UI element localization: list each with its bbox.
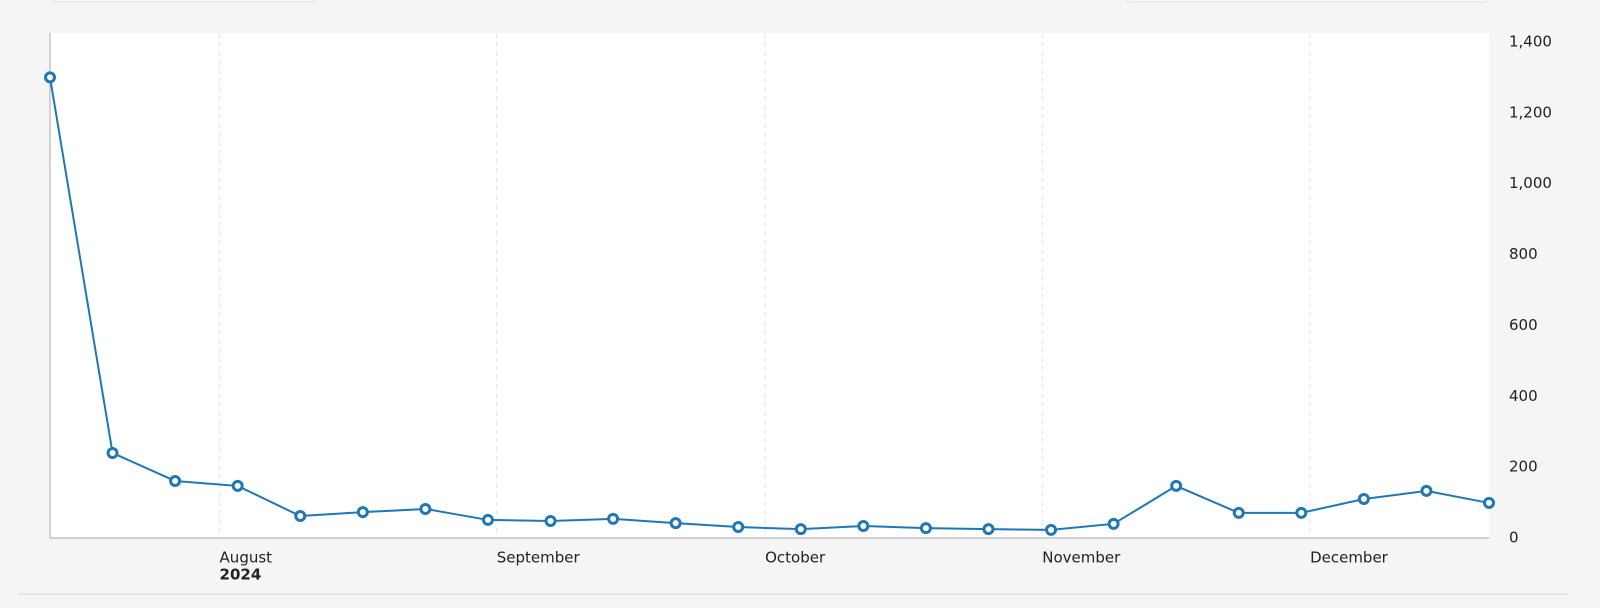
data-point — [1170, 479, 1183, 492]
x-tick-label: August — [220, 549, 273, 567]
data-point — [1483, 496, 1495, 509]
data-point — [294, 510, 307, 523]
x-tick-label: October — [765, 549, 826, 567]
data-point — [1420, 484, 1433, 497]
x-year-label: 2024 — [220, 566, 262, 584]
data-point — [1232, 506, 1245, 519]
data-point — [231, 479, 244, 492]
y-tick-label: 0 — [1509, 529, 1519, 547]
data-point — [1107, 517, 1120, 530]
data-point — [169, 474, 182, 487]
y-tick-label: 1,000 — [1509, 174, 1552, 192]
data-point — [982, 523, 995, 536]
data-point — [732, 521, 745, 534]
data-point — [1295, 506, 1308, 519]
plot-area — [50, 33, 1489, 538]
data-point — [481, 513, 494, 526]
data-point — [106, 446, 119, 459]
y-tick-label: 200 — [1509, 458, 1538, 476]
data-point — [44, 71, 56, 84]
data-point — [1045, 523, 1058, 536]
control-box[interactable] — [1125, 0, 1489, 3]
y-tick-label: 1,200 — [1509, 103, 1552, 121]
x-tick-label: September — [497, 549, 581, 567]
series-line — [49, 77, 1490, 531]
y-tick-label: 400 — [1509, 387, 1538, 405]
data-point — [607, 512, 620, 525]
y-tick-label: 1,400 — [1509, 33, 1552, 51]
data-point — [544, 514, 557, 527]
data-point — [794, 523, 807, 536]
data-point — [1357, 493, 1370, 506]
x-tick-label: December — [1310, 549, 1389, 567]
y-tick-label: 800 — [1509, 245, 1538, 263]
y-tick-label: 600 — [1509, 316, 1538, 334]
marks — [44, 71, 1495, 536]
control-box[interactable] — [50, 0, 318, 3]
data-point — [919, 522, 932, 535]
data-point — [356, 506, 369, 519]
data-point — [669, 517, 682, 530]
grid — [219, 33, 1311, 538]
data-point — [419, 502, 432, 515]
x-tick-label: November — [1042, 549, 1121, 567]
data-point — [857, 519, 870, 532]
